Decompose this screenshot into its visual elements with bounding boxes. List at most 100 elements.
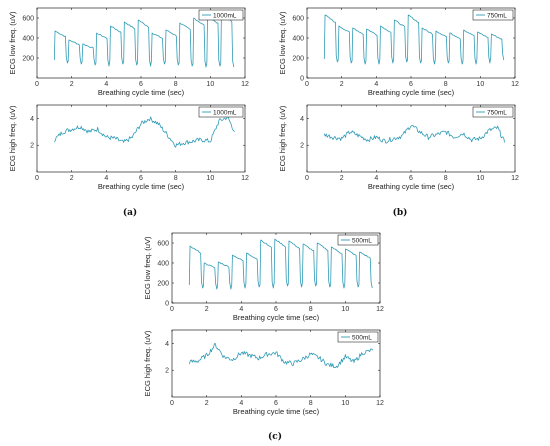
x-axis-label: Breathing cycle time (sec) xyxy=(368,182,455,191)
chart-b-top: 0 2 4 6 8 10 12 0 200 400 600 Breathing cycle time … xyxy=(278,7,519,97)
x-tick-label: 2 xyxy=(205,400,209,407)
x-tick-label: 6 xyxy=(274,306,278,313)
chart-a-top: 0 2 4 6 8 10 12 200 400 600 Breathing cycle time (… xyxy=(8,7,249,97)
x-tick-label: 12 xyxy=(376,400,384,407)
legend-box xyxy=(198,9,244,21)
y-tick-label: 600 xyxy=(157,241,169,248)
x-tick-label: 2 xyxy=(205,306,209,313)
x-tick-label: 0 xyxy=(305,81,309,88)
legend-entry: 750mL xyxy=(487,13,507,20)
x-tick-label: 8 xyxy=(444,175,448,182)
x-tick-label: 6 xyxy=(409,81,413,88)
legend-entry: 750mL xyxy=(487,110,507,117)
x-tick-label: 8 xyxy=(444,81,448,88)
y-tick-label: 400 xyxy=(157,261,169,268)
legend-entry: 500mL xyxy=(352,238,372,245)
y-tick-label: 400 xyxy=(292,36,304,43)
x-tick-label: 10 xyxy=(476,81,484,88)
series-line-1000mL xyxy=(53,13,235,68)
x-tick-label: 8 xyxy=(174,81,178,88)
y-tick-label: 200 xyxy=(157,281,169,288)
x-tick-label: 2 xyxy=(340,81,344,88)
y-tick-label: 0 xyxy=(165,301,169,308)
panel-label-a: (a) xyxy=(123,207,137,218)
y-axis-label: ECG high freq. (uV) xyxy=(278,105,287,171)
x-tick-label: 10 xyxy=(206,175,214,182)
legend-box xyxy=(337,234,379,246)
y-tick-label: 200 xyxy=(292,56,304,63)
series-line-500mL xyxy=(188,238,373,290)
y-tick-label: 400 xyxy=(22,36,34,43)
x-tick-label: 6 xyxy=(139,175,143,182)
x-tick-label: 4 xyxy=(239,306,243,313)
x-tick-label: 0 xyxy=(35,175,39,182)
series-line-750mL xyxy=(323,14,505,65)
x-tick-label: 4 xyxy=(374,175,378,182)
y-tick-label: 4 xyxy=(30,116,34,123)
x-tick-label: 6 xyxy=(274,400,278,407)
x-tick-label: 6 xyxy=(409,175,413,182)
chart-c-top: 0 2 4 6 8 10 12 0 200 400 600 Breathing cycle time … xyxy=(143,232,384,322)
y-tick-label: 600 xyxy=(22,16,34,23)
series-line-750mL xyxy=(323,124,505,144)
x-tick-label: 0 xyxy=(305,175,309,182)
legend-entry: 500mL xyxy=(352,335,372,342)
x-tick-label: 2 xyxy=(70,175,74,182)
x-tick-label: 12 xyxy=(241,175,249,182)
x-tick-label: 2 xyxy=(70,81,74,88)
x-tick-label: 0 xyxy=(170,306,174,313)
x-tick-label: 4 xyxy=(239,400,243,407)
x-axis-label: Breathing cycle time (sec) xyxy=(98,88,185,97)
x-tick-label: 8 xyxy=(309,400,313,407)
x-tick-label: 12 xyxy=(241,81,249,88)
x-tick-label: 10 xyxy=(341,306,349,313)
x-tick-label: 0 xyxy=(35,81,39,88)
x-tick-label: 8 xyxy=(309,306,313,313)
y-axis-label: ECG low freq. (uV) xyxy=(143,236,152,299)
x-tick-label: 12 xyxy=(511,175,519,182)
y-tick-label: 4 xyxy=(300,116,304,123)
series-line-500mL xyxy=(188,343,374,369)
x-tick-label: 4 xyxy=(374,81,378,88)
y-axis-label: ECG low freq. (uV) xyxy=(8,11,17,74)
y-tick-label: 2 xyxy=(300,143,304,150)
x-tick-label: 4 xyxy=(104,81,108,88)
x-axis-label: Breathing cycle time (sec) xyxy=(98,182,185,191)
series-line-1000mL xyxy=(53,115,235,148)
legend-entry: 1000mL xyxy=(213,13,237,20)
y-tick-label: 4 xyxy=(165,341,169,348)
y-tick-label: 0 xyxy=(300,76,304,83)
y-tick-label: 200 xyxy=(22,56,34,63)
y-tick-label: 2 xyxy=(30,143,34,150)
y-axis-label: ECG high freq. (uV) xyxy=(143,330,152,396)
panel-label-b: (b) xyxy=(393,207,408,218)
legend-box xyxy=(337,331,379,343)
x-tick-label: 2 xyxy=(340,175,344,182)
x-tick-label: 10 xyxy=(476,175,484,182)
y-tick-label: 600 xyxy=(292,16,304,23)
x-axis-label: Breathing cycle time (sec) xyxy=(233,313,320,322)
panel-label-c: (c) xyxy=(268,431,282,442)
legend-box xyxy=(472,9,514,21)
x-tick-label: 8 xyxy=(174,175,178,182)
x-tick-label: 12 xyxy=(376,306,384,313)
x-tick-label: 4 xyxy=(104,175,108,182)
legend-box xyxy=(198,106,244,118)
x-tick-label: 6 xyxy=(139,81,143,88)
x-tick-label: 10 xyxy=(206,81,214,88)
y-tick-label: 2 xyxy=(165,368,169,375)
x-tick-label: 0 xyxy=(170,400,174,407)
y-axis-label: ECG low freq. (uV) xyxy=(278,11,287,74)
x-axis-label: Breathing cycle time (sec) xyxy=(233,407,320,416)
legend-entry: 1000mL xyxy=(213,110,237,117)
legend-box xyxy=(472,106,514,118)
x-axis-label: Breathing cycle time (sec) xyxy=(368,88,455,97)
x-tick-label: 12 xyxy=(511,81,519,88)
x-tick-label: 10 xyxy=(341,400,349,407)
y-axis-label: ECG high freq. (uV) xyxy=(8,105,17,171)
